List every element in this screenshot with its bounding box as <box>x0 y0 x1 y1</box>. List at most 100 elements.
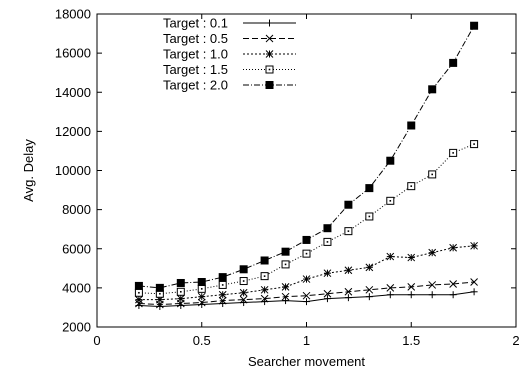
y-tick-label: 8000 <box>62 202 91 217</box>
data-point-s2-13 <box>407 253 416 262</box>
data-point-s0-15 <box>449 291 457 299</box>
data-point-s4-2 <box>176 278 185 287</box>
data-point-s2-2 <box>176 294 185 303</box>
legend-marker-0 <box>266 19 273 27</box>
data-point-s1-6 <box>260 294 269 303</box>
legend-marker-4 <box>265 81 274 89</box>
x-axis-label: Searcher movement <box>248 354 365 369</box>
data-point-s1-3 <box>197 298 206 307</box>
data-point-s3-12 <box>386 196 395 205</box>
data-point-s3-6 <box>260 272 269 281</box>
data-point-s4-16 <box>470 21 479 30</box>
data-point-s2-14 <box>428 248 437 257</box>
y-axis-label: Avg. Delay <box>21 139 36 202</box>
legend-marker-3 <box>265 65 274 74</box>
data-point-s4-9 <box>323 224 332 233</box>
data-point-s1-10 <box>344 287 353 296</box>
data-point-s1-12 <box>386 284 395 292</box>
data-point-s3-10 <box>344 227 353 236</box>
data-point-s4-5 <box>239 265 248 274</box>
data-point-s4-11 <box>365 184 374 193</box>
data-point-s2-10 <box>344 266 353 275</box>
data-point-s1-15 <box>449 280 458 288</box>
data-point-s1-4 <box>218 296 227 305</box>
data-point-s2-15 <box>449 243 458 252</box>
data-point-s0-8 <box>303 298 310 306</box>
data-point-s4-7 <box>281 247 290 256</box>
data-point-s4-4 <box>218 273 227 282</box>
data-point-s4-1 <box>155 283 164 292</box>
legend-label-4: Target : 2.0 <box>163 78 228 93</box>
data-point-s2-7 <box>281 283 290 291</box>
data-point-s3-16 <box>470 140 479 149</box>
data-point-s2-6 <box>260 285 269 294</box>
data-point-s4-8 <box>302 235 311 244</box>
data-point-s3-2 <box>176 287 185 296</box>
data-point-s3-13 <box>407 182 416 191</box>
data-point-s0-7 <box>282 297 290 305</box>
data-point-s0-12 <box>386 291 394 299</box>
data-point-s2-11 <box>365 263 374 272</box>
data-point-s2-16 <box>470 241 478 250</box>
data-point-s4-10 <box>344 200 353 209</box>
legend-label-2: Target : 1.0 <box>163 47 228 62</box>
data-point-s4-0 <box>134 281 143 290</box>
data-point-s2-9 <box>323 269 332 278</box>
data-point-s1-13 <box>407 283 416 291</box>
legend-label-0: Target : 0.1 <box>163 16 228 31</box>
data-point-s1-14 <box>428 281 437 289</box>
data-point-s3-14 <box>428 170 437 179</box>
data-point-s2-5 <box>239 288 248 297</box>
data-point-s3-3 <box>197 284 206 293</box>
data-point-s2-12 <box>386 252 395 261</box>
legend-label-3: Target : 1.5 <box>163 62 228 77</box>
y-tick-label: 2000 <box>62 320 91 335</box>
data-point-s2-4 <box>218 290 227 299</box>
x-tick-label: 1.5 <box>402 333 420 348</box>
y-tick-label: 16000 <box>55 46 91 61</box>
data-point-s3-9 <box>323 237 332 246</box>
y-tick-label: 18000 <box>55 7 91 22</box>
data-point-s1-16 <box>470 278 478 286</box>
data-point-s0-10 <box>344 294 352 302</box>
data-point-s4-14 <box>428 85 437 94</box>
y-tick-label: 6000 <box>62 241 91 256</box>
data-point-s4-15 <box>449 58 458 67</box>
data-point-s0-13 <box>407 291 415 299</box>
data-point-s1-0 <box>135 299 143 308</box>
data-point-s0-11 <box>365 293 373 301</box>
data-point-s3-8 <box>302 249 311 258</box>
data-point-s3-7 <box>281 260 290 269</box>
x-tick-label: 0.5 <box>193 333 211 348</box>
y-tick-label: 14000 <box>55 85 91 100</box>
legend-marker-2 <box>265 50 274 58</box>
data-point-s1-11 <box>365 285 374 294</box>
y-tick-label: 12000 <box>55 124 91 139</box>
data-point-s3-11 <box>365 212 374 221</box>
x-tick-label: 0 <box>93 333 100 348</box>
data-point-s4-6 <box>260 256 269 265</box>
data-point-s4-3 <box>197 278 206 287</box>
data-point-s0-9 <box>323 295 331 303</box>
data-point-s4-13 <box>407 121 416 130</box>
series-line-3 <box>138 143 475 295</box>
y-tick-label: 10000 <box>55 163 91 178</box>
data-point-s0-14 <box>428 291 436 299</box>
data-point-s1-8 <box>302 291 311 300</box>
data-point-s3-0 <box>134 288 143 297</box>
data-point-s3-4 <box>218 280 227 289</box>
data-point-s1-7 <box>281 292 290 301</box>
data-point-s3-5 <box>239 277 248 286</box>
data-point-s2-8 <box>302 275 311 283</box>
data-point-s2-3 <box>197 292 206 301</box>
y-tick-label: 4000 <box>62 280 91 295</box>
x-tick-label: 2 <box>512 333 519 348</box>
legend-marker-1 <box>265 34 274 43</box>
x-tick-label: 1 <box>303 333 310 348</box>
data-point-s1-9 <box>323 289 332 298</box>
data-point-s4-12 <box>386 156 395 165</box>
data-point-s1-5 <box>239 295 248 304</box>
legend-label-1: Target : 0.5 <box>163 31 228 46</box>
